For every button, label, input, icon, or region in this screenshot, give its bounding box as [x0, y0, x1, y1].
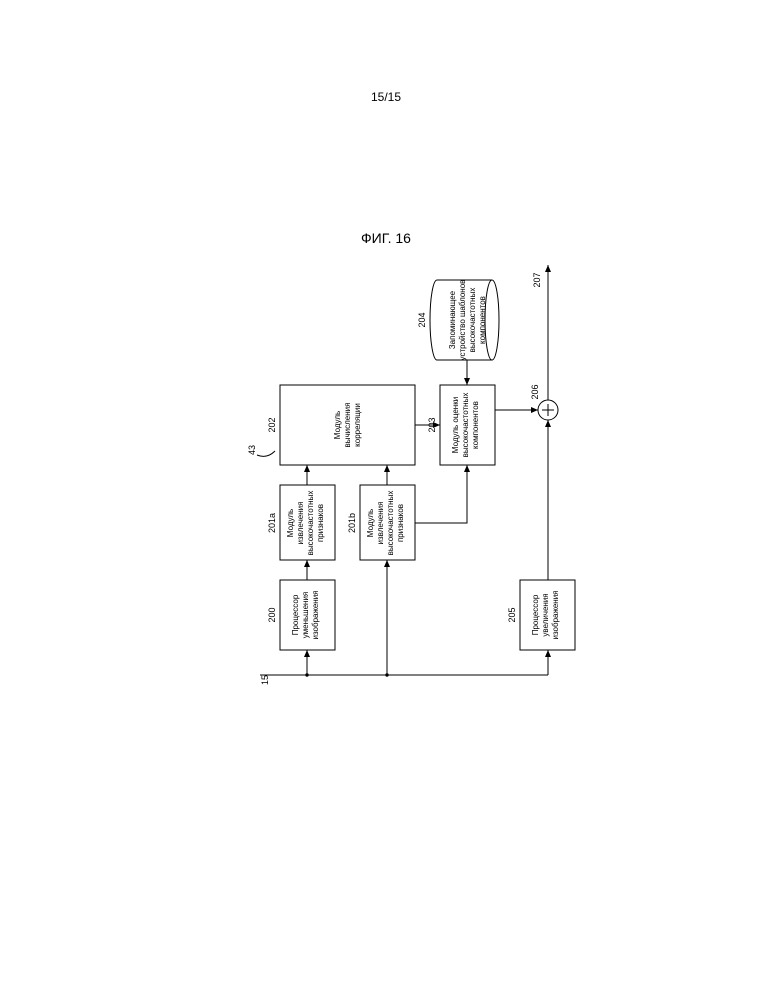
svg-text:компонентов: компонентов	[478, 296, 487, 344]
output-label: 207	[532, 272, 542, 287]
svg-text:извлечения: извлечения	[296, 502, 305, 545]
svg-text:202: 202	[267, 417, 277, 432]
adder: 206	[530, 384, 558, 420]
svg-text:высокочастотных: высокочастотных	[386, 491, 395, 556]
diagram-svg: 43 15 200 Процессор уменьшения изображен…	[160, 250, 620, 710]
svg-text:извлечения: извлечения	[376, 502, 385, 545]
svg-text:Запоминающее: Запоминающее	[448, 290, 457, 349]
svg-text:Модуль: Модуль	[333, 411, 342, 439]
svg-text:увеличения: увеличения	[541, 593, 550, 636]
node-1	[305, 673, 308, 676]
svg-text:устройство шаблонов: устройство шаблонов	[458, 280, 467, 361]
block-202: 202 Модуль вычисления корреляции	[267, 385, 415, 465]
svg-text:200: 200	[267, 607, 277, 622]
block-201a: 201a Модуль извлечения высокочастотных п…	[267, 485, 335, 560]
ref-label: 43	[247, 445, 257, 455]
svg-text:205: 205	[507, 607, 517, 622]
svg-text:206: 206	[530, 384, 540, 399]
block-204: 204 Запоминающее устройство шаблонов выс…	[417, 280, 499, 361]
svg-text:высокочастотных: высокочастотных	[306, 491, 315, 556]
svg-text:высокочастотных: высокочастотных	[468, 288, 477, 353]
ref-arrow	[257, 451, 275, 456]
svg-text:201b: 201b	[347, 513, 357, 533]
svg-text:изображения: изображения	[311, 591, 320, 640]
svg-text:компонентов: компонентов	[471, 401, 480, 449]
svg-text:Модуль: Модуль	[366, 509, 375, 537]
svg-text:изображения: изображения	[551, 591, 560, 640]
figure-title: ФИГ. 16	[0, 230, 772, 246]
svg-text:Процессор: Процессор	[291, 594, 300, 635]
svg-text:201a: 201a	[267, 513, 277, 533]
svg-text:Процессор: Процессор	[531, 594, 540, 635]
svg-text:Модуль: Модуль	[286, 509, 295, 537]
svg-text:признаков: признаков	[396, 504, 405, 542]
svg-text:вычисления: вычисления	[343, 403, 352, 448]
svg-text:корреляции: корреляции	[353, 403, 362, 447]
svg-text:204: 204	[417, 312, 427, 327]
input-label: 15	[260, 675, 270, 685]
node-2	[385, 673, 388, 676]
diagram: 43 15 200 Процессор уменьшения изображен…	[160, 290, 620, 710]
svg-text:уменьшения: уменьшения	[301, 592, 310, 639]
wire-201b-203	[415, 465, 467, 523]
svg-text:Модуль оценки: Модуль оценки	[451, 397, 460, 453]
block-201b: 201b Модуль извлечения высокочастотных п…	[347, 485, 415, 560]
page-number: 15/15	[0, 90, 772, 104]
block-205: 205 Процессор увеличения изображения	[507, 580, 575, 650]
svg-text:признаков: признаков	[316, 504, 325, 542]
svg-text:высокочастотных: высокочастотных	[461, 393, 470, 458]
block-200: 200 Процессор уменьшения изображения	[267, 580, 335, 650]
